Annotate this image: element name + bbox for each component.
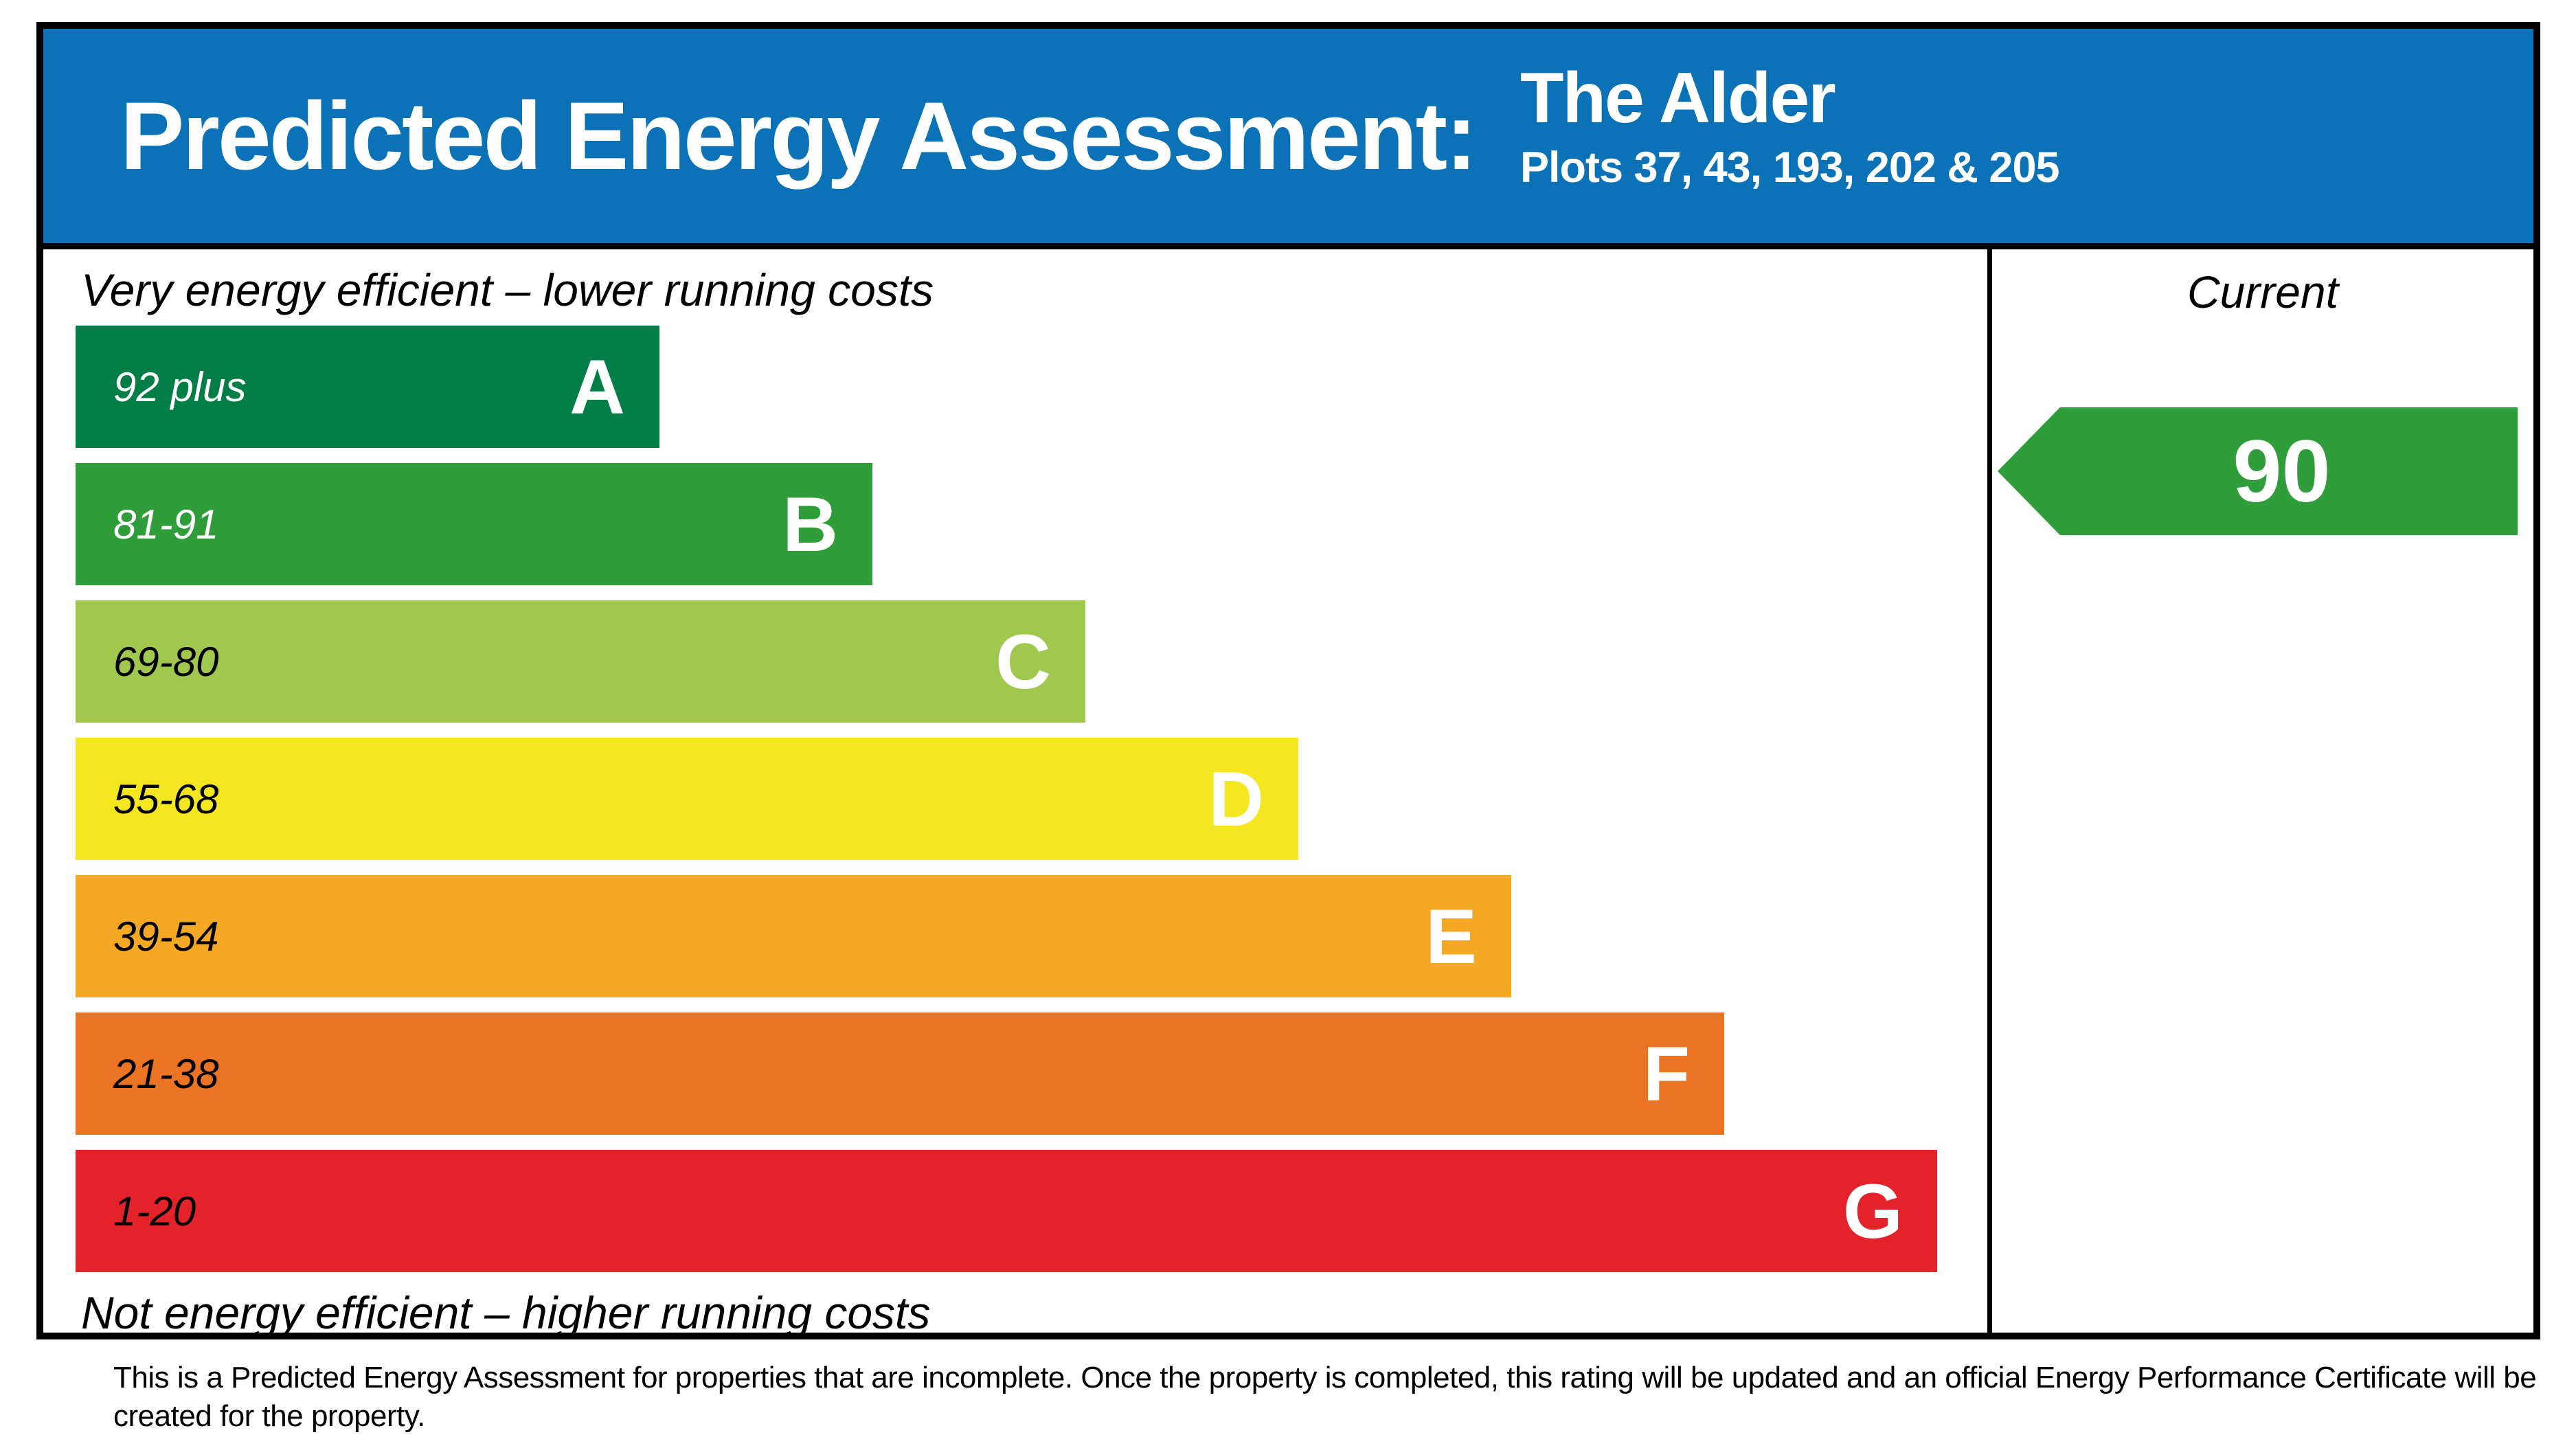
rating-band-row: 21-38 F: [76, 1013, 1724, 1135]
band-range-label: 1-20: [113, 1188, 196, 1234]
rating-band-row: 39-54 E: [76, 875, 1511, 997]
band-letter: A: [569, 343, 625, 430]
band-letter: D: [1208, 756, 1264, 842]
top-axis-caption: Very energy efficient – lower running co…: [81, 264, 934, 315]
rating-chart: Very energy efficient – lower running co…: [43, 249, 1987, 1338]
current-rating-column: Current 90: [1987, 249, 2533, 1333]
band-range-label: 39-54: [113, 913, 219, 960]
band-range-label: 69-80: [113, 638, 219, 685]
current-rating-value: 90: [2233, 422, 2331, 521]
rating-bands: 92 plus A 81-91 B 69-80 C 55-68 D 39-54 E 21-38 F 1-…: [76, 326, 1987, 1272]
band-letter: B: [782, 481, 838, 567]
epc-certificate-box: Predicted Energy Assessment: The Alder P…: [36, 22, 2540, 1339]
current-rating-arrow: 90: [1998, 407, 2518, 535]
certificate-header: Predicted Energy Assessment: The Alder P…: [43, 29, 2533, 249]
band-letter: E: [1425, 893, 1477, 980]
band-range-label: 92 plus: [113, 363, 247, 410]
rating-band-row: 69-80 C: [76, 600, 1085, 723]
band-range-label: 21-38: [113, 1050, 219, 1097]
rating-band-row: 92 plus A: [76, 326, 659, 448]
property-info: The Alder Plots 37, 43, 193, 202 & 205: [1520, 58, 2060, 196]
band-letter: G: [1842, 1168, 1903, 1254]
band-letter: F: [1642, 1030, 1690, 1117]
rating-band-row: 1-20 G: [76, 1150, 1937, 1272]
assessment-disclaimer: This is a Predicted Energy Assessment fo…: [113, 1361, 2537, 1433]
page-title: Predicted Energy Assessment:: [120, 82, 1478, 190]
certificate-body: Very energy efficient – lower running co…: [43, 249, 2533, 1338]
current-column-header: Current: [2187, 267, 2339, 317]
rating-band-row: 55-68 D: [76, 738, 1298, 860]
band-letter: C: [995, 618, 1051, 705]
band-range-label: 81-91: [113, 501, 219, 547]
property-name: The Alder: [1520, 58, 1836, 138]
plots-list: Plots 37, 43, 193, 202 & 205: [1520, 144, 2060, 192]
rating-band-row: 81-91 B: [76, 463, 872, 585]
bottom-axis-caption: Not energy efficient – higher running co…: [81, 1287, 931, 1338]
band-range-label: 55-68: [113, 776, 219, 822]
